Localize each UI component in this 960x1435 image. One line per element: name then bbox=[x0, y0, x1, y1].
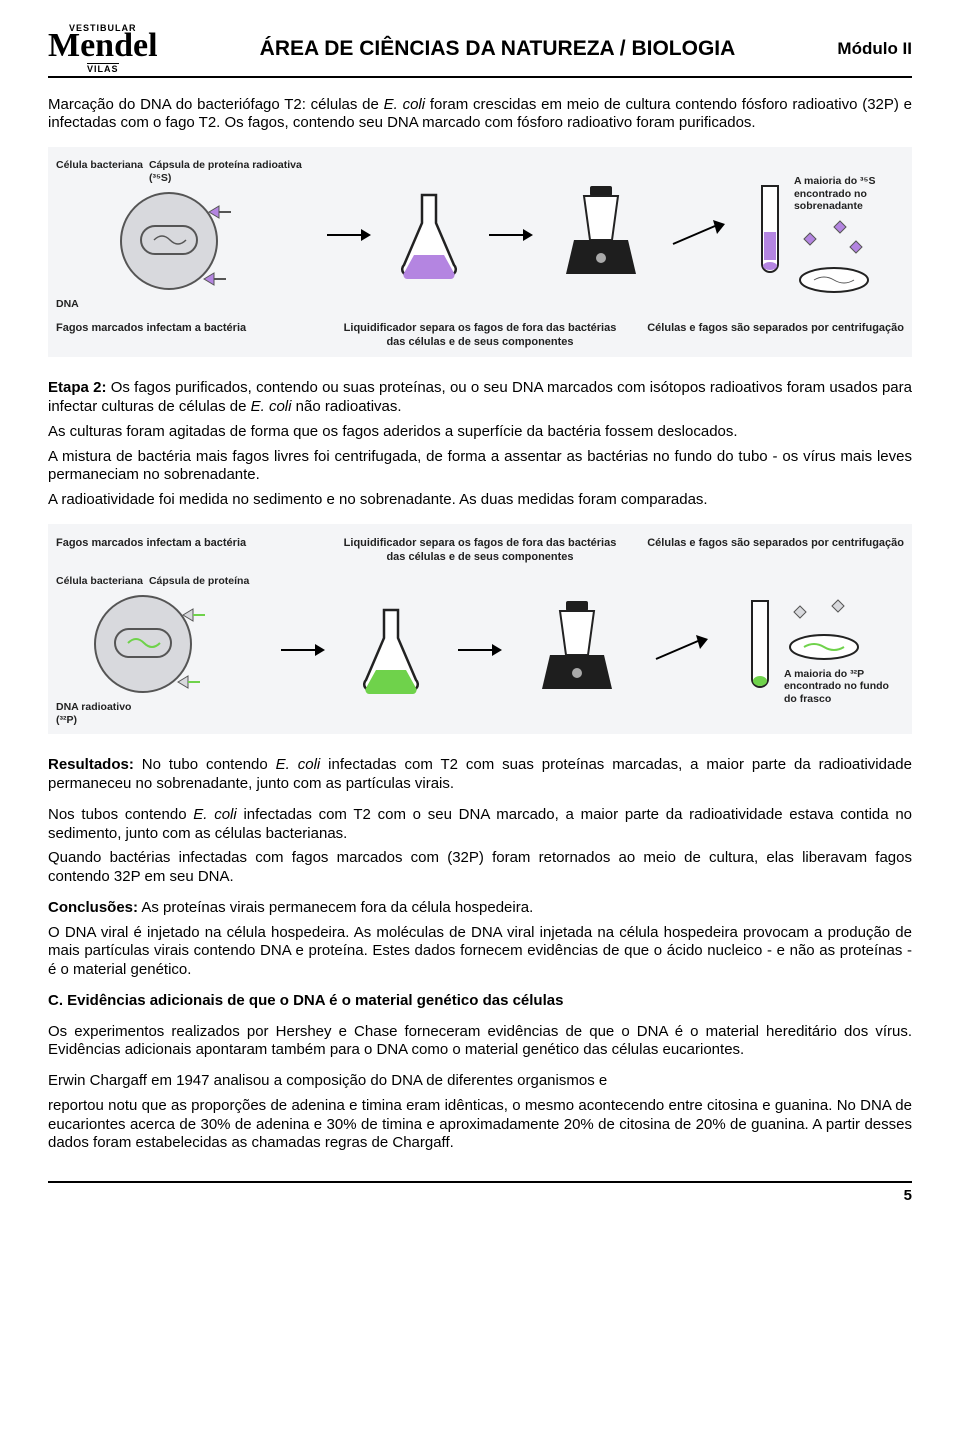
results-t3a: Nos tubos contendo bbox=[48, 806, 193, 823]
figure-2: Fagos marcados infectam a bactéria Liqui… bbox=[48, 524, 912, 734]
header-module: Módulo II bbox=[837, 39, 912, 59]
fig1-label-dna: DNA bbox=[56, 298, 79, 311]
fig1-tube-icon bbox=[752, 180, 788, 290]
fig1-label-celula: Célula bacteriana bbox=[56, 159, 143, 172]
etapa2-t2: não radioativas. bbox=[291, 398, 401, 415]
paragraph-conclusions: Conclusões: As proteínas virais permanec… bbox=[48, 899, 912, 980]
paragraph-etapa2: Etapa 2: Os fagos purificados, contendo … bbox=[48, 379, 912, 510]
etapa2-lead: Etapa 2: bbox=[48, 379, 106, 396]
results-t4: Quando bactérias infectadas com fagos ma… bbox=[48, 849, 912, 887]
section-c-t2: Erwin Chargaff em 1947 analisou a compos… bbox=[48, 1072, 912, 1091]
fig2-caption-1: Fagos marcados infectam a bactéria bbox=[56, 536, 333, 565]
fig2-caption-2: Liquidificador separa os fagos de fora d… bbox=[341, 536, 618, 565]
figure-1: Célula bacteriana Cápsula de proteína ra… bbox=[48, 147, 912, 357]
logo-vilas: VILAS bbox=[87, 63, 119, 74]
fig2-label-celula: Célula bacteriana bbox=[56, 575, 143, 588]
fig2-phage-icon bbox=[784, 596, 864, 626]
page-footer: 5 bbox=[48, 1181, 912, 1204]
fig2-tube-icon bbox=[742, 595, 778, 705]
results-t1: No tubo contendo bbox=[134, 756, 276, 773]
fig2-caption-3: Células e fagos são separados por centri… bbox=[627, 536, 904, 565]
paragraph-results: Resultados: No tubo contendo E. coli inf… bbox=[48, 756, 912, 794]
fig1-pellet-icon bbox=[794, 265, 874, 295]
intro-pre: Marcação do DNA do bacteriófago T2: célu… bbox=[48, 96, 384, 113]
fig1-label-capsula: Cápsula de proteína radioativa bbox=[149, 159, 302, 172]
fig1-caption-1: Fagos marcados infectam a bactéria bbox=[56, 321, 333, 350]
paragraph-results-2: Nos tubos contendo E. coli infectadas co… bbox=[48, 806, 912, 887]
arrow-icon bbox=[487, 225, 533, 245]
fig2-flask-icon bbox=[356, 600, 426, 700]
intro-ecoli: E. coli bbox=[384, 96, 425, 113]
page-number: 5 bbox=[904, 1187, 912, 1204]
fig2-cell-icon bbox=[83, 589, 223, 699]
fig1-caption-2: Liquidificador separa os fagos de fora d… bbox=[341, 321, 618, 350]
fig2-label-p32: (³²P) bbox=[56, 714, 131, 727]
fig2-label-dna: DNA radioativo bbox=[56, 701, 131, 714]
etapa2-ecoli: E. coli bbox=[251, 398, 292, 415]
fig1-phage-icon bbox=[794, 219, 874, 259]
results-ecoli1: E. coli bbox=[276, 756, 321, 773]
arrow-icon bbox=[325, 225, 371, 245]
section-c-t1: Os experimentos realizados por Hershey e… bbox=[48, 1023, 912, 1061]
etapa2-t4: A mistura de bactéria mais fagos livres … bbox=[48, 448, 912, 486]
logo: VESTIBULAR Mendel VILAS bbox=[48, 24, 158, 74]
paragraph-intro: Marcação do DNA do bacteriófago T2: célu… bbox=[48, 96, 912, 134]
section-c-chargaff: Erwin Chargaff em 1947 analisou a compos… bbox=[48, 1072, 912, 1153]
fig1-blender-icon bbox=[556, 180, 646, 290]
section-c-heading: C. Evidências adicionais de que o DNA é … bbox=[48, 992, 912, 1011]
fig1-label-s35: (³⁵S) bbox=[149, 172, 302, 185]
arrow-icon bbox=[279, 640, 325, 660]
page-header: VESTIBULAR Mendel VILAS ÁREA DE CIÊNCIAS… bbox=[48, 24, 912, 78]
etapa2-t1: Os fagos purificados, contendo ou suas p… bbox=[48, 379, 912, 415]
fig1-caption-3: Células e fagos são separados por centri… bbox=[627, 321, 904, 350]
header-title: ÁREA DE CIÊNCIAS DA NATUREZA / BIOLOGIA bbox=[158, 37, 838, 61]
etapa2-t5: A radioatividade foi medida no sedimento… bbox=[48, 491, 912, 510]
arrow-icon bbox=[456, 640, 502, 660]
fig2-result-label: A maioria do ³²P encontrado no fundo do … bbox=[784, 668, 904, 706]
fig1-cell-icon bbox=[109, 186, 249, 296]
fig2-pellet-icon bbox=[784, 632, 864, 662]
results-ecoli2: E. coli bbox=[193, 806, 236, 823]
conclusions-t2: O DNA viral é injetado na célula hospede… bbox=[48, 924, 912, 980]
results-lead: Resultados: bbox=[48, 756, 134, 773]
fig1-result-label: A maioria do ³⁵S encontrado no sobrenada… bbox=[794, 175, 904, 213]
arrow-icon bbox=[652, 635, 712, 665]
section-c-body: Os experimentos realizados por Hershey e… bbox=[48, 1023, 912, 1061]
fig1-flask-icon bbox=[394, 185, 464, 285]
section-c: C. Evidências adicionais de que o DNA é … bbox=[48, 992, 912, 1011]
conclusions-t1: As proteínas virais permanecem fora da c… bbox=[138, 899, 533, 916]
logo-mendel: Mendel bbox=[48, 31, 158, 62]
arrow-icon bbox=[669, 220, 729, 250]
fig2-blender-icon bbox=[532, 595, 622, 705]
conclusions-lead: Conclusões: bbox=[48, 899, 138, 916]
etapa2-t3: As culturas foram agitadas de forma que … bbox=[48, 423, 912, 442]
section-c-t3: reportou notu que as proporções de adeni… bbox=[48, 1097, 912, 1153]
fig2-label-capsula: Cápsula de proteína bbox=[149, 575, 249, 588]
